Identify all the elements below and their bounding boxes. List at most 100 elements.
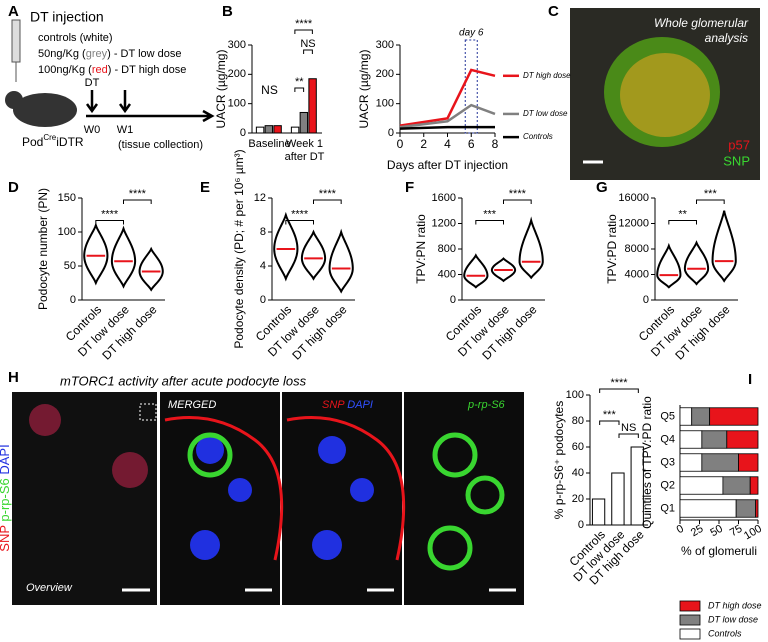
t: iDTR (56, 135, 84, 149)
y-tick-label: 0 (260, 294, 266, 306)
y-tick-label: Q1 (660, 502, 675, 514)
violin (683, 240, 710, 286)
sig-bracket (123, 199, 152, 204)
legend-label: DT low dose (523, 109, 568, 118)
sig-bracket (618, 433, 639, 438)
y-tick-label: 800 (438, 243, 456, 255)
sig-label: **** (291, 208, 309, 220)
bar-segment (679, 476, 724, 495)
t: DAPI (0, 444, 12, 474)
bar-segment (679, 499, 737, 518)
t: SNP (322, 399, 345, 411)
legend-label: DT high dose (708, 600, 762, 610)
bar (290, 126, 300, 134)
t: Cre (43, 133, 56, 142)
y-tick-label: Q2 (660, 479, 675, 491)
panel-label: D (8, 179, 19, 196)
bar (308, 78, 317, 134)
timeline (85, 90, 215, 123)
legend-label: DT low dose (708, 614, 758, 624)
series-line (399, 103, 496, 129)
violin (110, 225, 137, 289)
y-tick-label: 100 (566, 389, 584, 401)
bar (273, 125, 282, 134)
timepoint: W0 (84, 124, 101, 136)
bar-segment (738, 453, 759, 472)
violin (273, 211, 299, 282)
bar-segment (726, 430, 759, 449)
panel-label: C (548, 3, 559, 20)
legend-label: Controls (523, 132, 553, 141)
image (160, 392, 280, 605)
y-tick-label: Q3 (660, 456, 675, 468)
nuclei (190, 436, 374, 560)
panel-h: mTORC1 activity after acute podocyte los… (0, 373, 524, 605)
violin (138, 246, 164, 292)
sig-label: *** (704, 188, 718, 200)
image-label: p-rp-S6 (467, 399, 506, 411)
x-tick-label: Baseline (248, 138, 291, 150)
t: SNP (0, 525, 12, 552)
title: Whole glomerular (654, 16, 749, 30)
t: Pod (22, 135, 43, 149)
y-tick-label: 200 (376, 68, 394, 80)
timepoint: W1 (117, 124, 134, 136)
membrane (164, 416, 406, 561)
y-tick-label: 12000 (618, 217, 649, 229)
glomerulus (620, 53, 710, 137)
x-tick-label: 2 (420, 137, 427, 151)
image-label: SNP DAPI (322, 399, 373, 411)
sig-bracket (503, 199, 532, 204)
x-tick-label: 0 (397, 137, 404, 151)
sig-bracket (294, 87, 305, 92)
sig-bracket (696, 199, 725, 204)
y-tick-label: 8000 (625, 243, 649, 255)
violin (518, 216, 544, 280)
sig-label: **** (129, 188, 147, 200)
x-tick-label: 50 (708, 523, 725, 540)
y-tick-label: 0 (450, 294, 456, 306)
t: DAPI (347, 399, 373, 411)
sig-bracket (599, 420, 620, 425)
note: (tissue collection) (118, 139, 203, 151)
image-label: Overview (26, 582, 73, 594)
sig-label: NS (621, 422, 636, 434)
cytoplasm (187, 432, 505, 571)
y-tick-label: 12 (254, 192, 266, 204)
mouse-label: PodCreiDTR (22, 133, 84, 149)
y-tick-label: 4000 (625, 268, 649, 280)
bar-segment (701, 430, 728, 449)
y-tick-label: 0 (240, 127, 246, 139)
x-tick-label: 4 (444, 137, 451, 151)
bar (264, 125, 274, 134)
panel-c: Whole glomerular analysis p57 SNP (570, 8, 760, 180)
image (404, 392, 524, 605)
sig-label: ** (295, 76, 304, 88)
y-tick-label: 150 (58, 192, 76, 204)
y-tick-label: 1600 (432, 192, 456, 204)
y-axis-label: Podocyte density (PD; # per 10⁶ µm³) (232, 149, 246, 348)
x-axis-label: Days after DT injection (387, 158, 508, 172)
sig-label: **** (610, 377, 628, 389)
y-tick-label: 100 (376, 98, 394, 110)
y-tick-label: 0 (388, 127, 394, 139)
series-line (399, 68, 496, 127)
violin (328, 228, 354, 294)
image (282, 392, 402, 605)
x-axis-label: % of glomeruli (681, 544, 757, 558)
x-tick-label: Week 1 after DT (284, 138, 325, 163)
y-axis-label: Podocyte number (PN) (36, 188, 50, 310)
sig-bracket (294, 29, 313, 34)
inset-box (139, 403, 157, 421)
bar (299, 111, 309, 134)
violin (83, 222, 109, 286)
highlight-box (464, 39, 478, 134)
y-axis-label: % p-rp-S6⁺ podocytes (552, 401, 566, 519)
y-axis-label: Quintiles of TPV:PD ratio (640, 396, 654, 529)
panel-label: A (8, 3, 19, 20)
legend-swatch (679, 628, 701, 640)
y-tick-label: 400 (438, 268, 456, 280)
x-tick-label: 6 (468, 137, 475, 151)
y-tick-label: 0 (643, 294, 649, 306)
